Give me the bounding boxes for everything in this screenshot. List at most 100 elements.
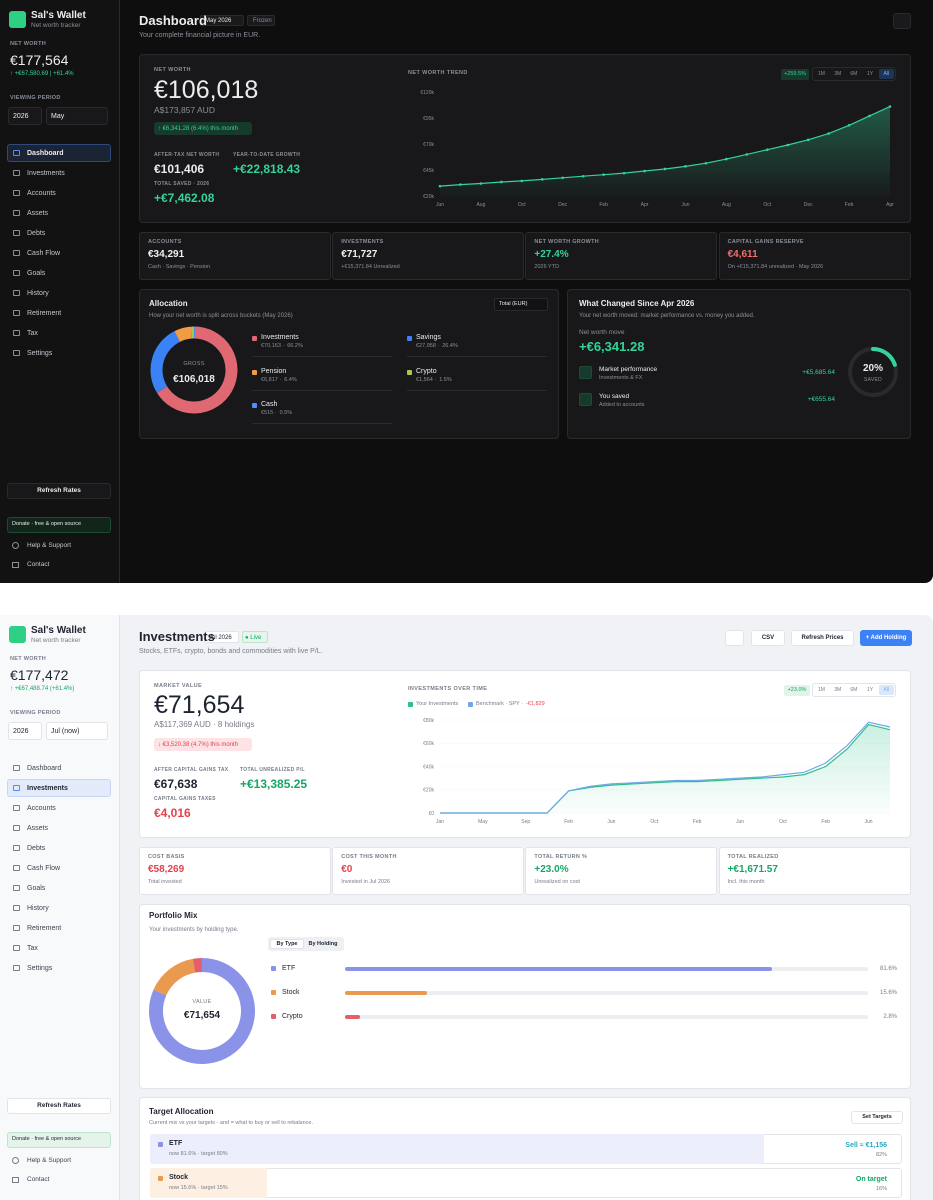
nav-item[interactable]: Tax bbox=[27, 944, 38, 952]
visibility-toggle[interactable] bbox=[893, 13, 911, 29]
contact-link[interactable]: Contact bbox=[27, 1176, 50, 1183]
nav-item[interactable]: Cash Flow bbox=[27, 249, 61, 257]
chart-data-value-labels: 1.5% bbox=[439, 376, 452, 383]
toggle-button[interactable]: By Type bbox=[276, 941, 298, 947]
range-button[interactable]: 1M bbox=[818, 71, 825, 77]
range-button[interactable]: 6M bbox=[850, 71, 858, 77]
select[interactable] bbox=[8, 107, 42, 125]
legend-swatch bbox=[408, 702, 413, 707]
changes-move: +€6,341.28 bbox=[579, 339, 645, 354]
nav-icon bbox=[13, 310, 20, 316]
nav-item[interactable]: History bbox=[27, 289, 49, 297]
nav-item[interactable]: Investments bbox=[27, 169, 65, 177]
header-period: May 2026 bbox=[205, 17, 232, 24]
nav-icon bbox=[13, 765, 20, 771]
help-icon bbox=[12, 1157, 19, 1164]
ring-label: 20% bbox=[862, 363, 883, 374]
header-button[interactable] bbox=[860, 630, 912, 646]
stats-value: €34,291 bbox=[148, 249, 185, 260]
nav-item[interactable]: Assets bbox=[27, 824, 49, 832]
nav-icon bbox=[13, 845, 20, 851]
year-select[interactable]: 2026 bbox=[13, 113, 29, 120]
legend-swatch bbox=[158, 1176, 163, 1181]
stats-value: +27.4% bbox=[534, 249, 569, 260]
summary-saved-label: TOTAL SAVED · 2026 bbox=[154, 181, 210, 187]
nav-item[interactable]: Cash Flow bbox=[27, 864, 61, 872]
bucket-select[interactable]: Total (EUR) bbox=[499, 301, 528, 307]
donate[interactable] bbox=[7, 517, 111, 533]
nav-item[interactable]: Dashboard bbox=[27, 764, 62, 772]
nav-active[interactable] bbox=[7, 144, 111, 162]
range-active[interactable] bbox=[878, 69, 894, 79]
stats-value: €4,611 bbox=[727, 249, 758, 260]
button[interactable] bbox=[7, 1098, 111, 1114]
nav-item[interactable]: Accounts bbox=[27, 189, 56, 197]
range-button[interactable]: 6M bbox=[850, 687, 858, 693]
nav-item[interactable]: History bbox=[27, 904, 49, 912]
changes-title: What Changed Since Apr 2026 bbox=[579, 299, 695, 308]
nav-item[interactable]: Investments bbox=[27, 784, 68, 792]
donate-link[interactable]: Donate · free & open source bbox=[12, 521, 82, 527]
range-button[interactable]: All bbox=[883, 71, 890, 77]
nav-item[interactable]: Debts bbox=[27, 844, 46, 852]
nav-item[interactable]: Assets bbox=[27, 209, 49, 217]
header-button[interactable] bbox=[791, 630, 854, 646]
refresh-button[interactable]: Refresh Rates bbox=[37, 1101, 81, 1109]
chart-data-value-labels: 6.4% bbox=[284, 376, 297, 383]
nav-item[interactable]: Accounts bbox=[27, 804, 56, 812]
toggle-button[interactable]: By Holding bbox=[308, 941, 338, 947]
nav-icon bbox=[13, 965, 20, 971]
header-button-label[interactable]: + Add Holding bbox=[865, 635, 907, 641]
button[interactable] bbox=[851, 1111, 903, 1124]
nav-item[interactable]: Debts bbox=[27, 229, 46, 237]
month-select[interactable]: May bbox=[51, 113, 65, 120]
chart-data-change: +23.0% bbox=[787, 687, 807, 693]
chart-data-categories: Crypto bbox=[416, 367, 437, 375]
donate-link[interactable]: Donate · free & open source bbox=[12, 1136, 82, 1142]
set-targets-button[interactable]: Set Targets bbox=[862, 1114, 892, 1120]
chart-data-categories: Stock bbox=[282, 989, 300, 996]
month-select[interactable]: Jul (now) bbox=[51, 728, 80, 735]
contact-link[interactable]: Contact bbox=[27, 561, 50, 568]
select[interactable] bbox=[494, 298, 548, 311]
donate[interactable] bbox=[7, 1132, 111, 1148]
nav-item[interactable]: Goals bbox=[27, 269, 46, 277]
nav-item[interactable]: Retirement bbox=[27, 309, 62, 317]
stat-card bbox=[332, 232, 525, 280]
stat-card bbox=[332, 847, 525, 895]
nav-item[interactable]: Goals bbox=[27, 884, 46, 892]
range-button[interactable]: 3M bbox=[834, 687, 842, 693]
range-button[interactable]: All bbox=[883, 687, 890, 693]
help-link[interactable]: Help & Support bbox=[27, 1157, 72, 1164]
summary-after-tax: €101,406 bbox=[154, 162, 205, 176]
select[interactable] bbox=[8, 722, 42, 740]
header-button-label[interactable]: CSV bbox=[761, 635, 775, 641]
select[interactable] bbox=[46, 107, 108, 125]
range-button[interactable]: 3M bbox=[834, 71, 842, 77]
visibility-toggle[interactable] bbox=[725, 630, 744, 646]
range-active[interactable] bbox=[878, 685, 894, 695]
range-button[interactable]: 1Y bbox=[867, 71, 874, 77]
header-button[interactable] bbox=[751, 630, 785, 646]
legend-swatch bbox=[407, 336, 412, 341]
nav-item[interactable]: Dashboard bbox=[27, 149, 64, 157]
header-button-label[interactable]: Refresh Prices bbox=[801, 635, 844, 641]
nav-item[interactable]: Settings bbox=[27, 964, 53, 972]
button[interactable] bbox=[7, 483, 111, 499]
help-link[interactable]: Help & Support bbox=[27, 542, 72, 549]
range-button[interactable]: 1Y bbox=[867, 687, 874, 693]
rows-detail: now 15.6% · target 15% bbox=[169, 1185, 228, 1191]
text-group: €1,564 · 1.5% bbox=[416, 376, 452, 384]
chart-data-value-labels: 66.2% bbox=[287, 343, 303, 349]
nav-item[interactable]: Settings bbox=[27, 349, 53, 357]
nav-active[interactable] bbox=[7, 779, 111, 797]
nav-item[interactable]: Retirement bbox=[27, 924, 62, 932]
refresh-button[interactable]: Refresh Rates bbox=[37, 486, 81, 494]
summary-value-aud: A$173,857 AUD bbox=[154, 105, 215, 115]
toggle-active[interactable] bbox=[270, 939, 304, 949]
select[interactable] bbox=[46, 722, 108, 740]
nav-item[interactable]: Tax bbox=[27, 329, 38, 337]
nav-icon bbox=[13, 885, 20, 891]
year-select[interactable]: 2026 bbox=[13, 728, 29, 735]
range-button[interactable]: 1M bbox=[818, 687, 825, 693]
